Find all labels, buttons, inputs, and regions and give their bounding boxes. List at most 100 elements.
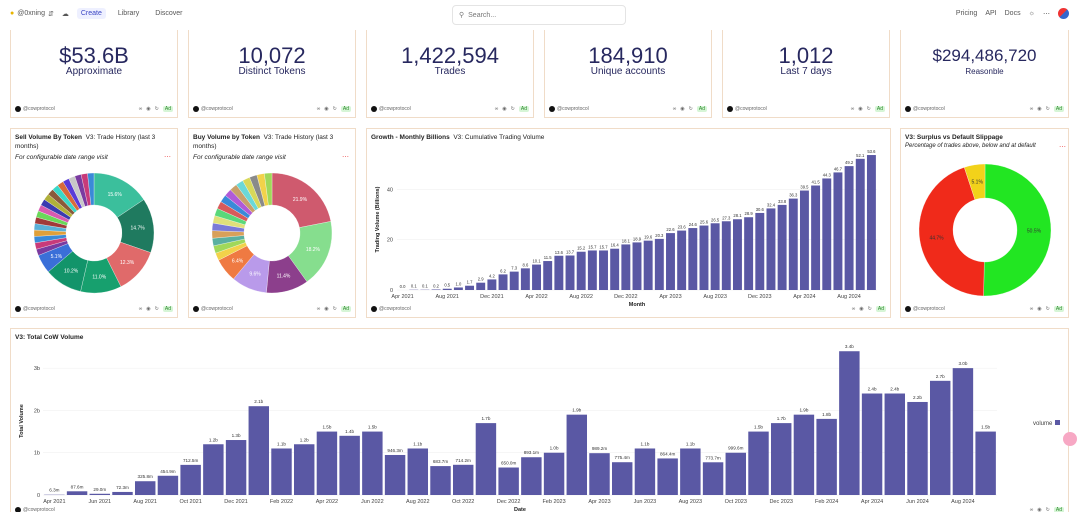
volume-bar[interactable]: [543, 452, 565, 495]
volume-bar[interactable]: [407, 448, 429, 495]
volume-bar[interactable]: [907, 401, 928, 495]
volume-bar[interactable]: [248, 406, 270, 495]
legend-label[interactable]: volume: [1033, 421, 1053, 427]
growth-bar[interactable]: [866, 155, 876, 290]
camera-icon[interactable]: ◉: [146, 106, 151, 112]
pie-slice[interactable]: [964, 163, 986, 200]
link-icon[interactable]: ∞: [1029, 507, 1034, 512]
theme-toggle-icon[interactable]: ☼: [1028, 10, 1035, 17]
refresh-icon[interactable]: ↻: [332, 306, 337, 312]
refresh-icon[interactable]: ↻: [154, 306, 159, 312]
nav-link-pricing[interactable]: Pricing: [955, 10, 978, 17]
volume-bar[interactable]: [521, 457, 542, 495]
volume-bar[interactable]: [271, 448, 292, 495]
ad-badge[interactable]: Ad: [340, 306, 351, 312]
more-menu-icon[interactable]: ⋯: [1059, 144, 1066, 151]
tab-library[interactable]: Library: [117, 10, 140, 17]
volume-bar[interactable]: [498, 467, 519, 495]
nav-link-api[interactable]: API: [985, 10, 997, 17]
volume-bar[interactable]: [566, 414, 588, 495]
growth-bar[interactable]: [621, 244, 631, 290]
ad-badge[interactable]: Ad: [1053, 306, 1064, 312]
volume-bar[interactable]: [430, 466, 451, 495]
volume-bar[interactable]: [611, 462, 633, 495]
volume-bar[interactable]: [293, 444, 315, 495]
volume-bar[interactable]: [680, 448, 701, 495]
refresh-icon[interactable]: ↻: [510, 106, 515, 112]
volume-bar[interactable]: [929, 380, 951, 495]
pie-slice[interactable]: [983, 163, 1052, 297]
growth-bar[interactable]: [431, 289, 441, 290]
volume-bar[interactable]: [384, 454, 406, 495]
camera-icon[interactable]: ◉: [324, 106, 329, 112]
volume-bar[interactable]: [816, 418, 837, 495]
growth-bar[interactable]: [576, 251, 586, 290]
growth-bar[interactable]: [465, 285, 475, 290]
search-input[interactable]: ⚲ Search...: [452, 5, 626, 25]
refresh-icon[interactable]: ↻: [332, 106, 337, 112]
volume-bar[interactable]: [657, 458, 678, 495]
volume-bar[interactable]: [634, 448, 656, 495]
refresh-icon[interactable]: ↻: [866, 106, 871, 112]
volume-bar[interactable]: [952, 368, 974, 495]
volume-bar[interactable]: [157, 475, 179, 495]
refresh-icon[interactable]: ↻: [1045, 507, 1050, 512]
camera-icon[interactable]: ◉: [1037, 106, 1042, 112]
growth-bar[interactable]: [677, 230, 687, 290]
growth-bar[interactable]: [777, 204, 787, 290]
growth-bar[interactable]: [710, 223, 720, 290]
ad-badge[interactable]: Ad: [162, 306, 173, 312]
link-icon[interactable]: ∞: [316, 306, 321, 312]
camera-icon[interactable]: ◉: [858, 106, 863, 112]
volume-bar[interactable]: [112, 491, 133, 495]
camera-icon[interactable]: ◉: [146, 306, 151, 312]
growth-bar[interactable]: [476, 282, 486, 290]
avatar[interactable]: [1058, 8, 1069, 19]
volume-bar[interactable]: [884, 393, 906, 495]
growth-bar[interactable]: [487, 279, 497, 290]
ad-badge[interactable]: Ad: [518, 106, 529, 112]
link-icon[interactable]: ∞: [316, 106, 321, 112]
link-icon[interactable]: ∞: [1029, 106, 1034, 112]
growth-bar[interactable]: [442, 288, 452, 290]
growth-bar[interactable]: [509, 271, 519, 290]
ad-badge[interactable]: Ad: [1053, 507, 1064, 512]
volume-bar[interactable]: [770, 423, 792, 495]
growth-bar[interactable]: [766, 208, 776, 290]
ad-badge[interactable]: Ad: [1053, 106, 1064, 112]
link-icon[interactable]: ∞: [850, 106, 855, 112]
growth-bar[interactable]: [654, 238, 664, 290]
cloud-icon[interactable]: ☁: [61, 10, 69, 18]
growth-bar[interactable]: [811, 185, 821, 290]
volume-bar[interactable]: [475, 423, 497, 495]
volume-bar[interactable]: [203, 444, 224, 495]
growth-bar[interactable]: [855, 158, 865, 290]
growth-bar[interactable]: [721, 221, 731, 290]
ad-badge[interactable]: Ad: [875, 306, 886, 312]
ad-badge[interactable]: Ad: [162, 106, 173, 112]
volume-bar[interactable]: [339, 435, 360, 495]
growth-bar[interactable]: [733, 219, 742, 290]
growth-bar[interactable]: [643, 240, 653, 290]
volume-bar[interactable]: [362, 431, 383, 495]
volume-bar[interactable]: [725, 452, 747, 495]
volume-bar[interactable]: [861, 393, 883, 495]
volume-bar[interactable]: [975, 431, 996, 495]
link-icon[interactable]: ∞: [138, 106, 143, 112]
growth-bar[interactable]: [498, 274, 508, 290]
volume-bar[interactable]: [66, 491, 88, 495]
refresh-icon[interactable]: ↻: [154, 106, 159, 112]
growth-bar[interactable]: [699, 225, 709, 290]
volume-bar[interactable]: [702, 462, 724, 495]
tab-discover[interactable]: Discover: [155, 10, 183, 17]
refresh-icon[interactable]: ↻: [688, 106, 693, 112]
floating-help-button[interactable]: [1063, 432, 1077, 446]
ad-badge[interactable]: Ad: [696, 106, 707, 112]
growth-bar[interactable]: [610, 248, 620, 290]
ad-badge[interactable]: Ad: [340, 106, 351, 112]
user-switcher[interactable]: ● @0xning ⇵: [10, 10, 54, 18]
volume-bar[interactable]: [180, 464, 201, 495]
growth-bar[interactable]: [666, 233, 675, 290]
refresh-icon[interactable]: ↻: [1045, 106, 1050, 112]
growth-bar[interactable]: [554, 255, 564, 290]
